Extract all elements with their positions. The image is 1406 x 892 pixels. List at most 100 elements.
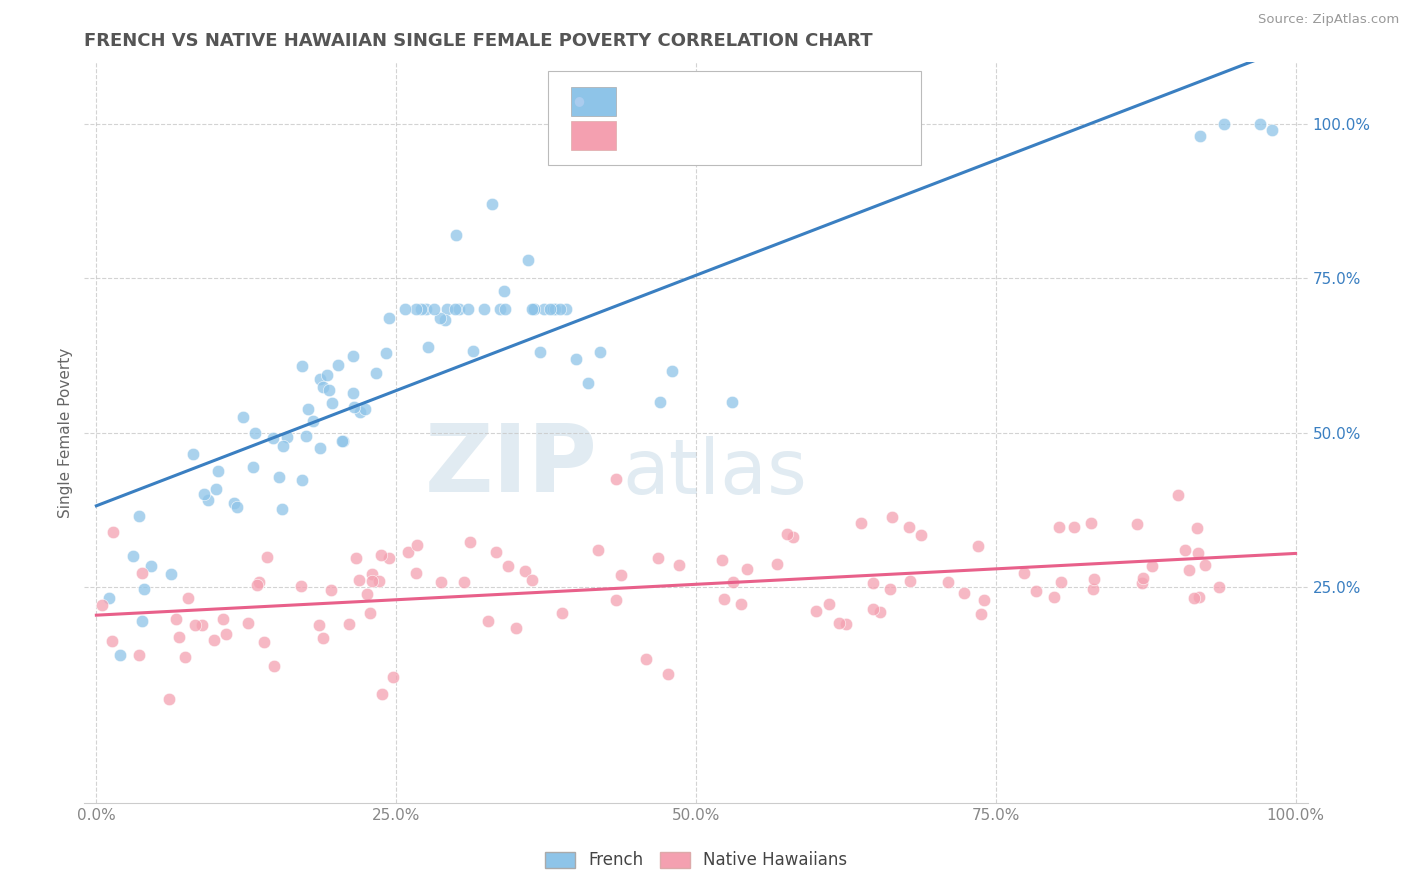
Point [898, 520, 921, 534]
Point [453, 574, 475, 589]
Point [101, 524, 124, 539]
Point [1043, 591, 1066, 605]
Point [212, 612, 235, 626]
Point [1081, 582, 1104, 597]
Point [461, 344, 484, 359]
Point [1185, 520, 1208, 534]
Text: R = 0.099   N = 106: R = 0.099 N = 106 [623, 126, 804, 144]
Point [711, 553, 734, 567]
Point [910, 527, 932, 541]
Point [302, 414, 325, 428]
Point [1049, 519, 1071, 533]
Point [472, 302, 495, 317]
Point [202, 632, 225, 647]
Point [1249, 117, 1271, 131]
Point [1208, 580, 1230, 594]
Point [374, 346, 396, 360]
Point [360, 574, 382, 588]
Point [541, 302, 564, 317]
Point [1126, 517, 1149, 532]
Point [205, 482, 228, 496]
Point [835, 616, 858, 631]
Point [406, 538, 429, 552]
Point [953, 586, 976, 600]
Point [411, 302, 433, 317]
Point [1132, 571, 1154, 585]
Point [271, 439, 294, 453]
Point [1025, 584, 1047, 599]
Point [605, 593, 627, 607]
Point [1083, 573, 1105, 587]
Point [818, 597, 841, 611]
Point [565, 351, 588, 366]
Point [522, 302, 544, 317]
Point [316, 368, 339, 383]
Point [605, 472, 627, 486]
Point [290, 359, 312, 373]
Point [636, 651, 658, 665]
Point [436, 302, 458, 317]
Point [342, 349, 364, 363]
Point [1187, 591, 1209, 605]
Point [132, 582, 155, 597]
Point [721, 394, 744, 409]
Point [131, 566, 153, 580]
Point [648, 394, 671, 409]
Point [538, 302, 561, 317]
Point [308, 617, 330, 632]
Point [347, 573, 370, 587]
Point [378, 311, 401, 326]
Point [970, 607, 993, 621]
Point [513, 565, 536, 579]
Point [550, 606, 572, 620]
Point [326, 358, 349, 372]
Point [449, 302, 471, 317]
Point [321, 396, 343, 410]
Point [405, 566, 427, 580]
Point [1178, 563, 1201, 577]
Point [1194, 558, 1216, 572]
Point [522, 573, 544, 587]
Point [1080, 516, 1102, 531]
Point [177, 591, 200, 606]
Point [245, 426, 267, 441]
Point [308, 372, 330, 386]
Point [197, 492, 219, 507]
Point [262, 431, 284, 445]
Point [1140, 558, 1163, 573]
Text: ZIP: ZIP [425, 420, 598, 512]
Point [159, 567, 181, 582]
Point [1167, 488, 1189, 502]
Point [141, 558, 163, 573]
Point [444, 228, 467, 243]
Point [668, 558, 690, 572]
Point [713, 591, 735, 606]
Point [481, 197, 503, 211]
Point [1188, 129, 1211, 144]
Point [232, 409, 254, 424]
Point [657, 667, 679, 681]
Point [494, 302, 516, 317]
Point [485, 545, 508, 559]
Point [879, 582, 901, 596]
Point [423, 302, 446, 317]
Point [444, 302, 467, 317]
Point [342, 385, 364, 400]
Point [548, 302, 571, 317]
Point [222, 496, 245, 510]
Point [586, 543, 609, 558]
Point [730, 598, 752, 612]
Point [661, 364, 683, 378]
Point [184, 618, 207, 632]
Point [91, 598, 114, 612]
Point [782, 531, 804, 545]
Text: atlas: atlas [623, 436, 807, 510]
Point [370, 549, 392, 563]
Y-axis label: Single Female Poverty: Single Female Poverty [58, 348, 73, 517]
Point [589, 345, 612, 359]
Point [128, 648, 150, 662]
Point [253, 635, 276, 649]
Text: Source: ZipAtlas.com: Source: ZipAtlas.com [1258, 13, 1399, 27]
Point [498, 558, 520, 573]
Point [862, 576, 884, 591]
